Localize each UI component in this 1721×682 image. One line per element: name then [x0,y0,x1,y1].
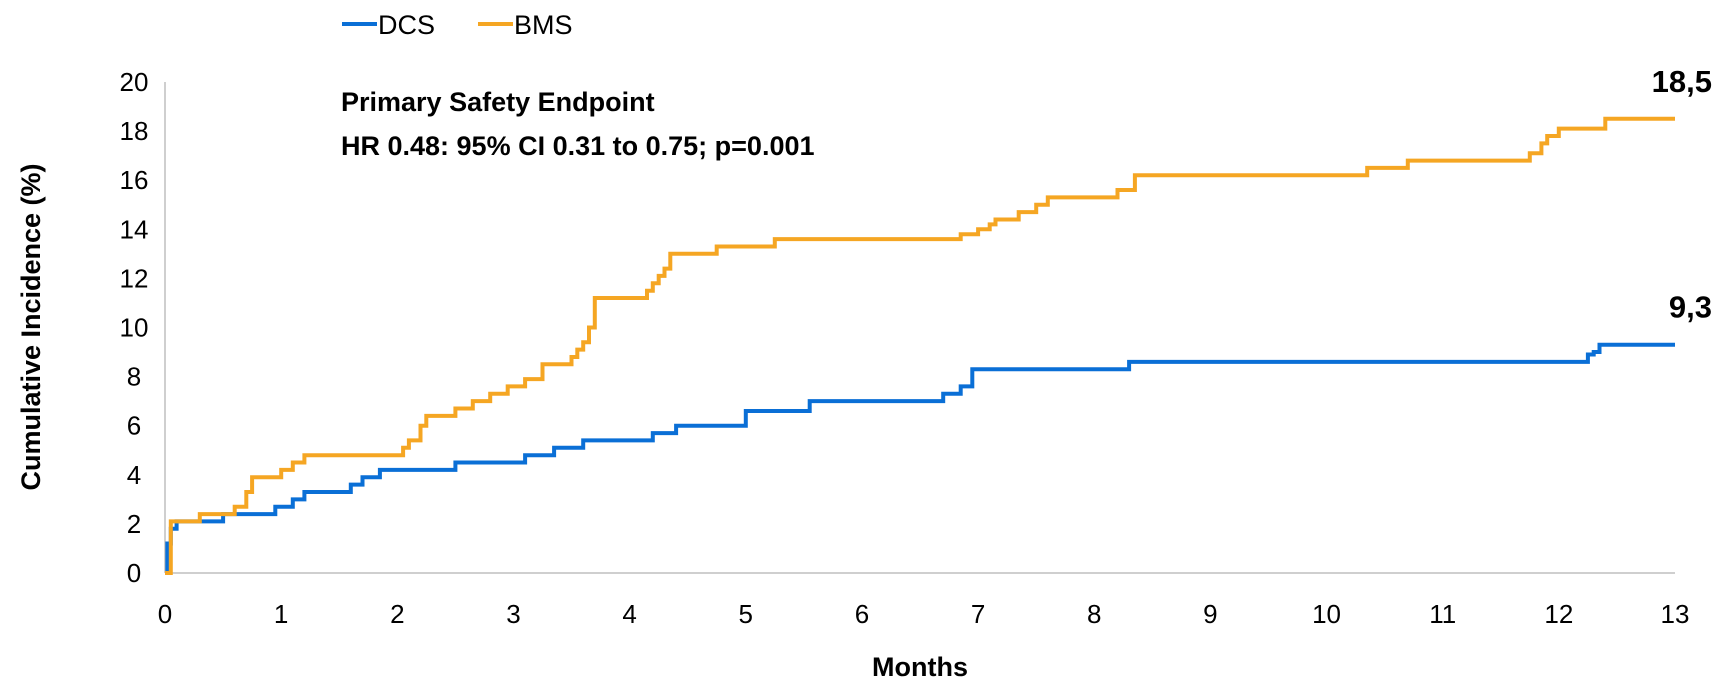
x-tick-label: 5 [739,599,753,629]
x-tick-labels: 0 1 2 3 4 5 6 7 8 9 10 11 12 13 [158,599,1690,629]
y-tick-label: 12 [120,263,149,293]
y-tick-label: 14 [120,214,149,244]
y-tick-labels: 0 2 4 6 8 10 12 14 16 18 20 [120,67,149,588]
series-line-dcs [165,342,1675,575]
x-tick-label: 4 [622,599,636,629]
y-tick-label: 10 [120,313,149,343]
y-tick-label: 0 [127,558,141,588]
x-tick-label: 3 [506,599,520,629]
x-tick-label: 1 [274,599,288,629]
x-tick-label: 10 [1312,599,1341,629]
legend: DCS BMS [342,10,573,40]
legend-label-dcs: DCS [378,10,435,40]
end-label-bms: 18,5 [1652,64,1712,99]
x-tick-label: 0 [158,599,172,629]
legend-label-bms: BMS [514,10,573,40]
y-axis-title: Cumulative Incidence (%) [16,163,46,490]
end-labels: 9,3 18,5 [1652,64,1712,325]
x-tick-label: 7 [971,599,985,629]
end-label-dcs: 9,3 [1669,290,1712,325]
y-tick-label: 20 [120,67,149,97]
x-tick-label: 12 [1544,599,1573,629]
x-tick-label: 8 [1087,599,1101,629]
x-tick-label: 6 [855,599,869,629]
y-tick-label: 8 [127,362,141,392]
x-tick-label: 13 [1661,599,1690,629]
series-lines [165,116,1675,575]
x-tick-label: 11 [1429,599,1456,629]
axes [164,82,1675,574]
y-tick-label: 4 [127,460,141,490]
x-tick-label: 9 [1203,599,1217,629]
y-tick-label: 2 [127,509,141,539]
x-axis-title: Months [872,652,968,682]
x-tick-label: 2 [390,599,404,629]
y-tick-label: 18 [120,116,149,146]
series-line-bms [165,116,1675,575]
annotation-title: Primary Safety Endpoint [341,87,655,117]
y-tick-label: 6 [127,411,141,441]
annotation-stats: HR 0.48: 95% CI 0.31 to 0.75; p=0.001 [341,131,815,161]
y-tick-label: 16 [120,165,149,195]
